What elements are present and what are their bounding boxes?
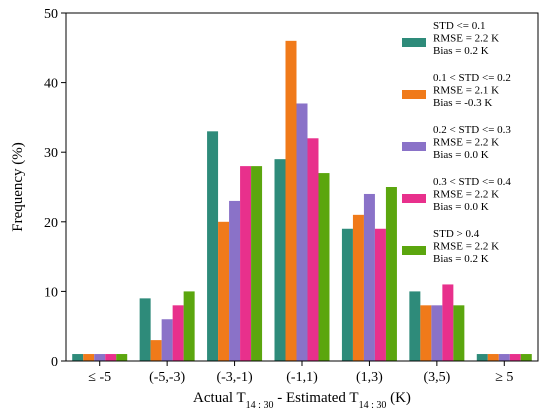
- x-axis-title-part1: Actual T: [193, 390, 246, 406]
- legend-text-2-line-1: 0.1 < STD <= 0.2: [433, 72, 511, 84]
- bar-series-2-category-6: [420, 305, 432, 361]
- legend-text-2-line-3: Bias = -0.3 K: [433, 97, 492, 109]
- legend-text-3-line-1: 0.2 < STD <= 0.3: [433, 124, 511, 136]
- y-axis: 0 10 20 30 40 50: [44, 7, 66, 370]
- legend-text-5-line-2: RMSE = 2.2 K: [433, 241, 499, 253]
- x-axis-title-part2: - Estimated T: [273, 390, 358, 406]
- y-axis-title: Frequency (%): [10, 142, 26, 232]
- bar-series-4-category-4: [307, 138, 319, 361]
- y-tick-label: 40: [44, 77, 58, 92]
- legend-swatch-2: [402, 90, 426, 99]
- bar-series-2-category-1: [83, 354, 95, 361]
- x-tick-label: (-5,-3): [149, 370, 185, 385]
- y-tick-label: 50: [44, 7, 58, 22]
- legend-swatch-4: [402, 194, 426, 203]
- x-axis-title-subscript1: 14 : 30: [246, 400, 274, 411]
- legend-text-3-line-2: RMSE = 2.2 K: [433, 137, 499, 149]
- bar-series-4-category-2: [172, 305, 184, 361]
- bar-series-5-category-6: [453, 305, 465, 361]
- bar-series-2-category-2: [150, 340, 162, 361]
- x-tick-label: (-1,1): [286, 370, 318, 385]
- x-tick-label: (1,3): [356, 370, 383, 385]
- y-tick-label: 0: [51, 355, 58, 370]
- bar-series-5-category-7: [520, 354, 532, 361]
- bar-series-2-category-7: [487, 354, 499, 361]
- bar-series-1-category-5: [341, 228, 353, 361]
- legend-text-4-line-2: RMSE = 2.2 K: [433, 189, 499, 201]
- bar-series-2-category-5: [352, 214, 364, 361]
- x-axis: ≤ -5 (-5,-3) (-3,-1) (-1,1) (1,3) (3,5) ≥ 5: [88, 361, 513, 385]
- bar-series-4-category-6: [442, 284, 454, 361]
- y-tick-label: 10: [44, 285, 58, 300]
- bar-series-1-category-1: [72, 354, 84, 361]
- bar-series-4-category-3: [240, 166, 252, 361]
- bar-series-5-category-5: [385, 187, 397, 361]
- bar-series-3-category-7: [498, 354, 510, 361]
- bar-series-3-category-4: [296, 103, 308, 361]
- legend-text-3-line-3: Bias = 0.0 K: [433, 149, 489, 161]
- bar-series-3-category-1: [94, 354, 106, 361]
- legend-text-2-line-2: RMSE = 2.1 K: [433, 85, 499, 97]
- bar-series-5-category-4: [318, 173, 330, 361]
- bar-series-5-category-1: [116, 354, 128, 361]
- x-axis-title-subscript2: 14 : 30: [359, 400, 387, 411]
- legend-swatch-3: [402, 142, 426, 151]
- legend-text-4-line-3: Bias = 0.0 K: [433, 201, 489, 213]
- legend-text-1-line-1: STD <= 0.1: [433, 20, 485, 32]
- legend-swatch-5: [402, 246, 426, 255]
- x-tick-label: ≤ -5: [88, 370, 111, 385]
- bar-series-5-category-3: [251, 166, 263, 361]
- x-axis-title-part3: (K): [386, 390, 411, 406]
- bar-series-4-category-7: [509, 354, 521, 361]
- bar-series-1-category-3: [207, 131, 219, 361]
- legend-text-1-line-3: Bias = 0.2 K: [433, 45, 489, 57]
- bar-series-4-category-5: [374, 228, 386, 361]
- bar-series-3-category-6: [431, 305, 443, 361]
- bar-series-3-category-5: [363, 193, 375, 361]
- legend-swatch-1: [402, 38, 426, 47]
- legend-text-5-line-3: Bias = 0.2 K: [433, 253, 489, 265]
- x-tick-label: (3,5): [423, 370, 450, 385]
- bar-series-5-category-2: [183, 291, 195, 361]
- legend-text-4-line-1: 0.3 < STD <= 0.4: [433, 176, 511, 188]
- bar-series-1-category-2: [139, 298, 151, 361]
- bar-series-2-category-3: [218, 221, 230, 361]
- y-tick-label: 30: [44, 146, 58, 161]
- bar-series-2-category-4: [285, 40, 297, 362]
- y-tick-label: 20: [44, 216, 58, 231]
- bar-series-3-category-3: [229, 200, 241, 361]
- legend-text-5-line-1: STD > 0.4: [433, 228, 480, 240]
- bar-series-4-category-1: [105, 354, 117, 361]
- bar-series-1-category-4: [274, 159, 286, 361]
- x-tick-label: (-3,-1): [216, 370, 252, 385]
- x-axis-title: Actual T14 : 30 - Estimated T14 : 30 (K): [193, 390, 411, 411]
- bars-group: [72, 40, 532, 362]
- bar-series-1-category-6: [409, 291, 421, 361]
- legend-text-1-line-2: RMSE = 2.2 K: [433, 33, 499, 45]
- bar-series-3-category-2: [161, 319, 173, 361]
- x-tick-label: ≥ 5: [495, 370, 513, 385]
- bar-series-1-category-7: [476, 354, 488, 361]
